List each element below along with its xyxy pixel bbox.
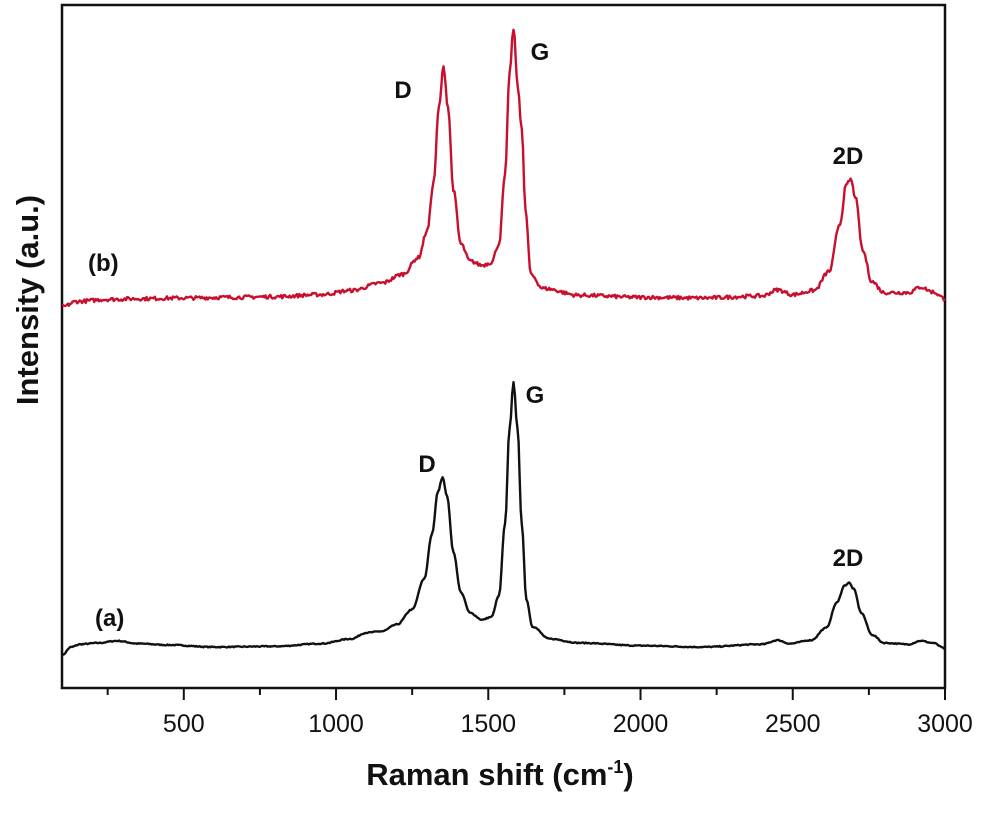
peak-label-d: D [418,451,435,478]
series-line-b [62,28,946,308]
series-label-a: (a) [95,605,124,632]
x-tick-label: 3000 [917,710,973,738]
x-axis-title: Raman shift (cm-1) [366,757,634,792]
peak-label-g: G [526,382,545,409]
peak-annotations: D G 2D D G 2D [394,39,863,572]
peak-label-d: D [394,77,411,104]
peak-label-2d: 2D [833,545,864,572]
plot-frame [60,3,947,690]
x-tick-label: 1000 [308,710,364,738]
plot-area [60,3,947,690]
x-tick-label: 2500 [765,710,821,738]
series-label-b: (b) [88,250,119,277]
y-axis-title: Intensity (a.u.) [10,195,45,405]
x-tick-label: 2000 [613,710,669,738]
x-tick-label: 1500 [460,710,516,738]
x-axis-ticks: 500 1000 1500 2000 2500 3000 [106,688,973,738]
peak-label-2d: 2D [833,143,864,170]
series-labels: (a) (b) [88,250,124,632]
x-tick-label: 500 [163,710,205,738]
series-line-a [61,381,946,657]
series-layer [61,28,946,657]
peak-label-g: G [531,39,550,66]
